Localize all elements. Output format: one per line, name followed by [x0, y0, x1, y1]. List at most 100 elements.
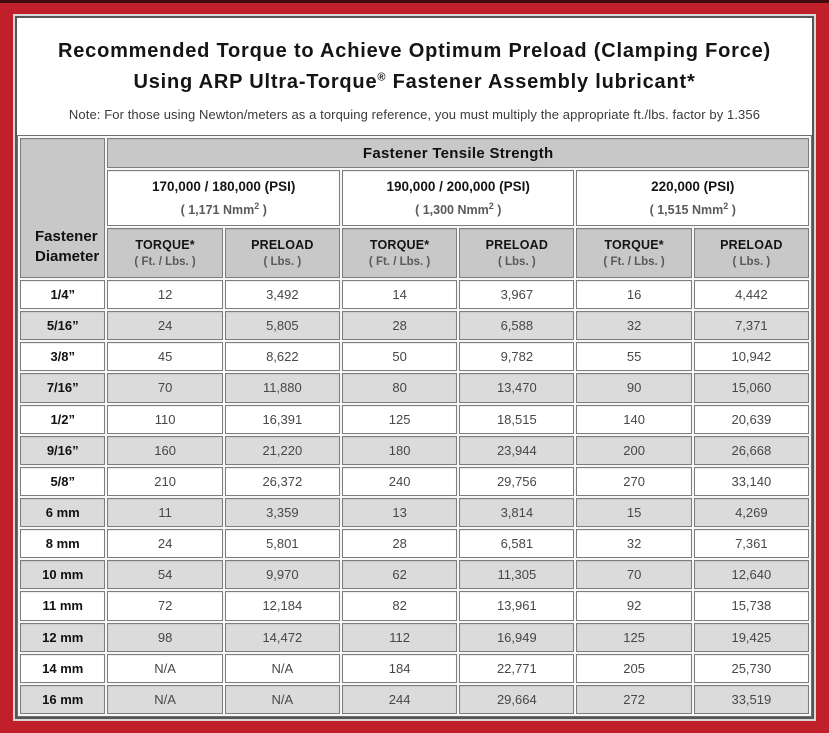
preload-value-cell: 13,961 — [459, 591, 575, 621]
table-row: 1/4” 12 3,492 14 3,967 16 4,442 — [20, 280, 809, 310]
torque-value-cell: 70 — [107, 373, 223, 403]
torque-value-cell: 54 — [107, 560, 223, 590]
preload-value-cell: 14,472 — [224, 622, 340, 652]
torque-value-cell: 272 — [576, 684, 692, 714]
tensile-strength-header: Fastener Tensile Strength — [107, 138, 809, 168]
table-row: 5/8” 210 26,372 240 29,756 270 33,140 — [20, 466, 809, 496]
title-line-2-text: Using ARP Ultra-Torque — [133, 71, 378, 93]
preload-value-cell: 7,361 — [693, 529, 809, 559]
preload-value-cell: 33,519 — [693, 684, 809, 714]
torque-value-cell: 28 — [341, 529, 458, 559]
torque-column-header: TORQUE* ( Ft. / Lbs. ) — [576, 228, 692, 278]
preload-column-header: PRELOAD ( Lbs. ) — [459, 228, 575, 278]
diameter-cell: 10 mm — [20, 560, 106, 590]
table-row: 9/16” 160 21,220 180 23,944 200 26,668 — [20, 435, 809, 465]
preload-value-cell: 26,668 — [693, 435, 809, 465]
preload-value-cell: 8,622 — [224, 342, 340, 372]
tensile-strength-header-row: Fastener Diameter Fastener Tensile Stren… — [20, 138, 809, 278]
torque-value-cell: 14 — [341, 280, 458, 310]
torque-value-cell: N/A — [107, 653, 223, 683]
superscript-2: 2 — [254, 200, 260, 211]
torque-value-cell: 15 — [576, 497, 692, 528]
torque-value-cell: 92 — [576, 591, 692, 621]
nmm-rating-label: ( 1,515 Nmm2 ) — [649, 200, 736, 218]
preload-value-cell: 6,581 — [459, 529, 575, 559]
top-edge-strip — [0, 0, 829, 3]
table-row: 3/8” 45 8,622 50 9,782 55 10,942 — [20, 342, 809, 372]
torque-value-cell: 180 — [341, 435, 458, 465]
preload-value-cell: 15,060 — [693, 373, 809, 403]
table-container: Fastener Diameter Fastener Tensile Stren… — [17, 135, 812, 717]
diameter-cell: 5/8” — [20, 466, 106, 496]
torque-column-header: TORQUE* ( Ft. / Lbs. ) — [341, 228, 458, 278]
preload-value-cell: 3,492 — [224, 280, 340, 310]
table-row: 6 mm 11 3,359 13 3,814 15 4,269 — [20, 497, 809, 528]
torque-value-cell: 70 — [576, 560, 692, 590]
preload-value-cell: 13,470 — [459, 373, 575, 403]
preload-value-cell: 18,515 — [459, 404, 575, 434]
table-row: 8 mm 24 5,801 28 6,581 32 7,361 — [20, 529, 809, 559]
preload-value-cell: 5,805 — [224, 311, 340, 341]
title-line-2-suffix: Fastener Assembly lubricant* — [386, 71, 696, 93]
diameter-cell: 6 mm — [20, 497, 106, 528]
nmm-rating-label: ( 1,300 Nmm2 ) — [415, 200, 502, 218]
preload-value-cell: 5,801 — [224, 529, 340, 559]
torque-value-cell: 55 — [576, 342, 692, 372]
preload-value-cell: 3,359 — [224, 497, 340, 528]
psi-rating-label: 220,000 (PSI) — [651, 178, 735, 194]
preload-value-cell: 29,756 — [459, 466, 575, 496]
preload-value-cell: 12,184 — [224, 591, 340, 621]
diameter-cell: 12 mm — [20, 622, 106, 652]
page-title: Recommended Torque to Achieve Optimum Pr… — [19, 36, 810, 98]
preload-value-cell: 23,944 — [459, 435, 575, 465]
diameter-cell: 11 mm — [20, 591, 106, 621]
preload-value-cell: 12,640 — [693, 560, 809, 590]
torque-value-cell: 24 — [107, 311, 223, 341]
torque-value-cell: 240 — [341, 466, 458, 496]
diameter-cell: 1/4” — [20, 280, 106, 310]
diameter-cell: 5/16” — [20, 311, 106, 341]
preload-value-cell: 7,371 — [693, 311, 809, 341]
preload-value-cell: 29,664 — [459, 684, 575, 714]
title-line-2: Using ARP Ultra-Torque® Fastener Assembl… — [133, 71, 695, 93]
torque-value-cell: 98 — [107, 622, 223, 652]
preload-value-cell: 3,814 — [459, 497, 575, 528]
column-header-row: TORQUE* ( Ft. / Lbs. ) PRELOAD ( Lbs. ) … — [20, 228, 809, 278]
preload-column-header: PRELOAD ( Lbs. ) — [224, 228, 340, 278]
torque-column-header: TORQUE* ( Ft. / Lbs. ) — [107, 228, 223, 278]
torque-value-cell: 12 — [107, 280, 223, 310]
torque-value-cell: 140 — [576, 404, 692, 434]
strength-group-header-190-200: 190,000 / 200,000 (PSI) ( 1,300 Nmm2 ) — [341, 170, 575, 226]
psi-rating-label: 170,000 / 180,000 (PSI) — [152, 178, 296, 194]
table-row: 1/2” 110 16,391 125 18,515 140 20,639 — [20, 404, 809, 434]
preload-value-cell: 15,738 — [693, 591, 809, 621]
torque-value-cell: 82 — [341, 591, 458, 621]
torque-value-cell: 62 — [341, 560, 458, 590]
table-row: 14 mm N/A N/A 184 22,771 205 25,730 — [20, 653, 809, 683]
preload-value-cell: 19,425 — [693, 622, 809, 652]
torque-value-cell: 244 — [341, 684, 458, 714]
preload-value-cell: 26,372 — [224, 466, 340, 496]
superscript-2: 2 — [723, 200, 729, 211]
preload-value-cell: 6,588 — [459, 311, 575, 341]
torque-value-cell: 125 — [341, 404, 458, 434]
preload-value-cell: 25,730 — [693, 653, 809, 683]
torque-value-cell: 200 — [576, 435, 692, 465]
preload-value-cell: N/A — [224, 684, 340, 714]
preload-value-cell: N/A — [224, 653, 340, 683]
preload-value-cell: 21,220 — [224, 435, 340, 465]
table-row: 10 mm 54 9,970 62 11,305 70 12,640 — [20, 560, 809, 590]
torque-value-cell: 28 — [341, 311, 458, 341]
preload-value-cell: 22,771 — [459, 653, 575, 683]
table-row: 11 mm 72 12,184 82 13,961 92 15,738 — [20, 591, 809, 621]
preload-value-cell: 33,140 — [693, 466, 809, 496]
psi-group-header-row: 170,000 / 180,000 (PSI) ( 1,171 Nmm2 ) 1… — [20, 170, 809, 226]
title-line-1: Recommended Torque to Achieve Optimum Pr… — [57, 40, 772, 62]
torque-value-cell: 210 — [107, 466, 223, 496]
superscript-2: 2 — [488, 200, 494, 211]
document-panel: Recommended Torque to Achieve Optimum Pr… — [15, 16, 814, 719]
torque-value-cell: 24 — [107, 529, 223, 559]
torque-value-cell: 32 — [576, 529, 692, 559]
torque-value-cell: 45 — [107, 342, 223, 372]
